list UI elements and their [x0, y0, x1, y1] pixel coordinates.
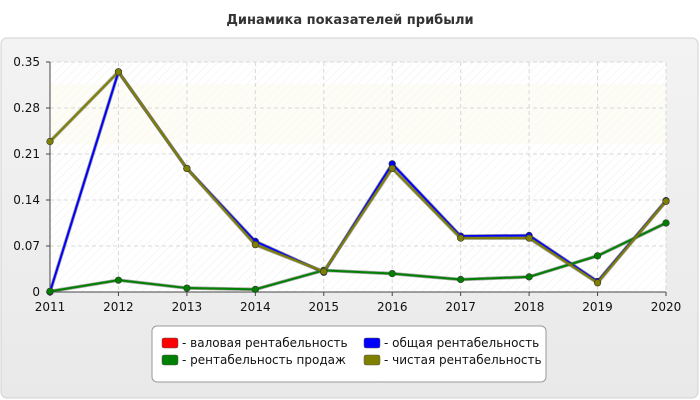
legend-swatch [363, 337, 381, 349]
series-3-point [251, 285, 259, 293]
y-tick-label: 0.14 [13, 193, 40, 207]
x-tick-label: 2017 [445, 300, 476, 314]
series-4-line [49, 70, 667, 284]
x-tick-label: 2019 [582, 300, 613, 314]
series-3-point [114, 276, 123, 284]
series-3-point [388, 270, 396, 278]
legend-label: - чистая рентабельность [384, 353, 542, 367]
x-tick-label: 2011 [35, 300, 66, 314]
series-4-point [183, 164, 191, 173]
legend-swatch [363, 354, 381, 366]
x-tick-label: 2012 [103, 300, 134, 314]
series-4-point [457, 234, 465, 242]
series-4-point [46, 137, 54, 146]
series-4 [46, 68, 670, 287]
plot-highlight-band [50, 84, 666, 144]
x-tick-label: 2014 [240, 300, 271, 314]
series-4-point [320, 268, 328, 276]
series-4-point [662, 197, 670, 205]
y-tick-label: 0 [32, 285, 40, 299]
legend-swatch [161, 337, 179, 349]
x-tick-label: 2018 [514, 300, 545, 314]
chart-title: Динамика показателей прибыли [226, 13, 473, 28]
series-3-line [49, 222, 667, 293]
series-3-point [183, 284, 191, 292]
series-4-point [593, 279, 602, 287]
y-tick-label: 0.21 [13, 147, 40, 161]
series-3-point [46, 287, 54, 295]
legend-box [151, 325, 547, 383]
legend-label: - рентабельность продаж [182, 353, 346, 367]
legend-swatch [161, 354, 179, 366]
series-3-point [662, 219, 670, 227]
x-tick-label: 2013 [172, 300, 203, 314]
series-3-point [593, 252, 602, 260]
x-tick-label: 2015 [309, 300, 340, 314]
x-tick-label: 2016 [377, 300, 408, 314]
legend-label: - валовая рентабельность [182, 336, 348, 350]
y-tick-label: 0.35 [13, 55, 40, 69]
y-tick-label: 0.28 [13, 101, 40, 115]
series-4-point [525, 234, 533, 242]
series-4-point [251, 241, 259, 249]
legend-label: - общая рентабельность [384, 336, 539, 350]
x-tick-label: 2020 [651, 300, 682, 314]
series-3-point [525, 273, 533, 281]
y-tick-label: 0.07 [13, 239, 40, 253]
plot-area: 0 0.07 0.14 0.21 0.28 0.35 2011 2012 2013 2014 201… [13, 55, 681, 314]
series-4-point [388, 164, 396, 173]
legend: - валовая рентабельность - общая рентабел… [151, 325, 547, 383]
series-3-point [457, 275, 465, 284]
series-4-point [114, 68, 123, 76]
